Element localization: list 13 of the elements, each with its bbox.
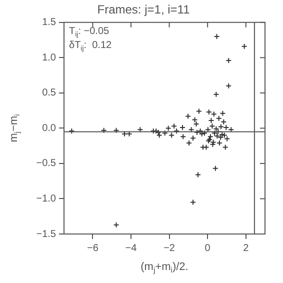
y-tick-label: 1.0 <box>42 52 56 64</box>
x-tick-label: −4 <box>125 242 138 254</box>
x-tick-label: 0 <box>204 242 211 254</box>
y-tick-label: −1.0 <box>36 193 56 204</box>
y-tick-label: −0.5 <box>36 158 56 170</box>
x-tick-label: −6 <box>87 242 99 254</box>
y-tick-label: 0.5 <box>42 88 56 99</box>
y-tick-label: 0.0 <box>42 122 56 134</box>
x-tick-label: 2 <box>243 242 250 254</box>
x-tick-label: −2 <box>164 242 176 254</box>
y-tick-label: 1.5 <box>42 17 56 28</box>
chart-title: Frames: j=1, i=11 <box>97 2 190 17</box>
y-tick-label: −1.5 <box>36 228 56 240</box>
